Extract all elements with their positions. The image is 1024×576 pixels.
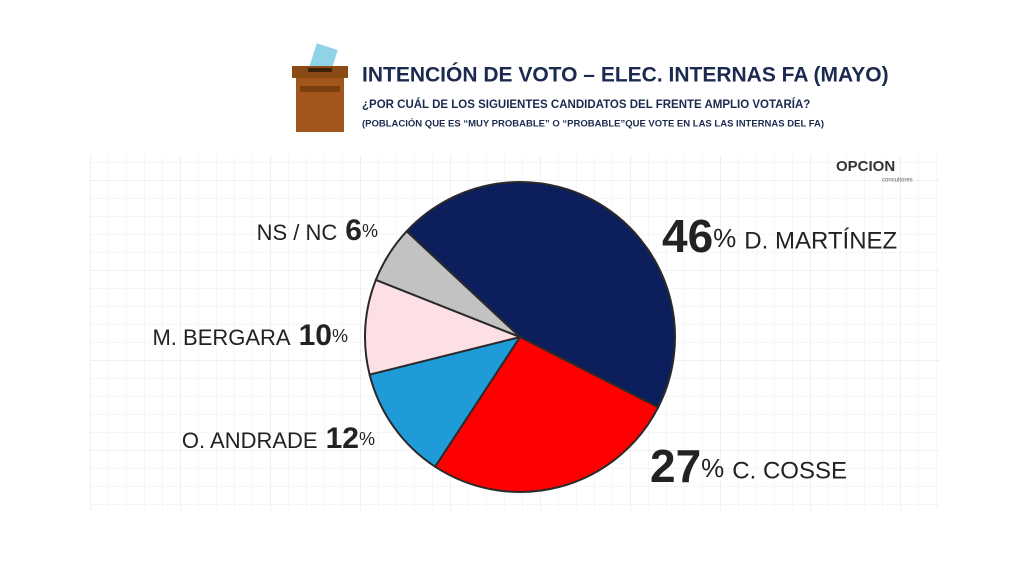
legend-label: C. COSSE: [732, 457, 847, 484]
data-label: 27%: [650, 440, 724, 492]
chart-note: (POBLACIÓN QUE ES “MUY PROBABLE” O “PROB…: [362, 118, 824, 130]
pie-slice: [433, 335, 660, 493]
data-label: 46%: [662, 210, 736, 262]
source-logo-sub: consultores: [882, 178, 913, 184]
pie-slice: [368, 335, 523, 469]
source-logo: OPCION: [836, 158, 895, 175]
pie-slice: [374, 229, 521, 338]
chart-subtitle: ¿POR CUÁL DE LOS SIGUIENTES CANDIDATOS D…: [362, 98, 810, 111]
pie-slice: [364, 278, 524, 376]
legend-label: O. ANDRADE: [182, 428, 318, 453]
data-label: 12%: [326, 422, 375, 455]
pie-slice: [405, 181, 676, 409]
legend-label: M. BERGARA: [152, 325, 290, 350]
data-label: 6%: [345, 214, 378, 247]
legend-label: NS / NC: [257, 220, 338, 245]
legend-label: D. MARTÍNEZ: [744, 227, 897, 254]
ballot-box-icon: [292, 43, 348, 132]
chart-title: INTENCIÓN DE VOTO – ELEC. INTERNAS FA (M…: [362, 63, 889, 87]
data-label: 10%: [299, 319, 348, 352]
